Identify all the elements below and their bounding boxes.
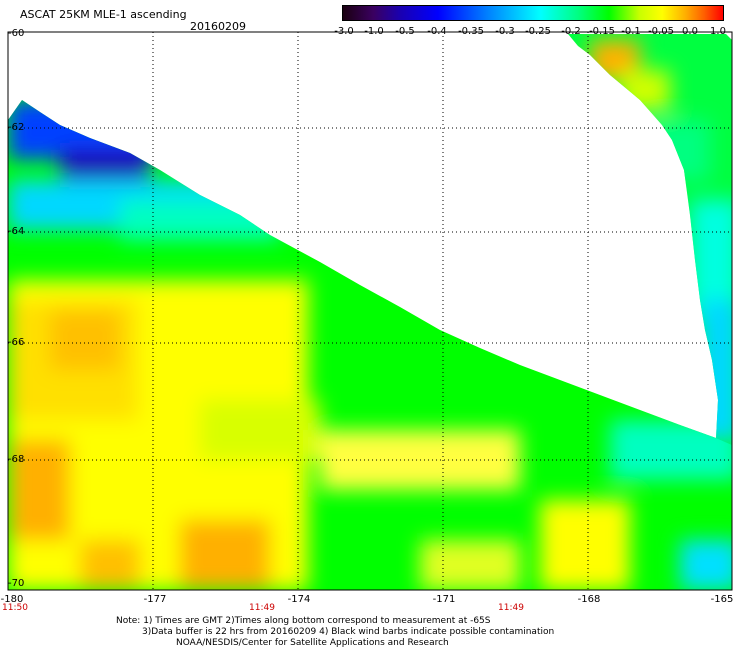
map-frame <box>7 31 733 591</box>
note-line: Note: 1) Times are GMT 2)Times along bot… <box>116 616 491 626</box>
time-label: 11:49 <box>498 603 524 613</box>
lon-label: -165 <box>710 594 734 605</box>
lat-label: -62 <box>8 122 25 133</box>
lat-label: -66 <box>8 337 25 348</box>
colorbar <box>342 5 724 21</box>
lon-label: -174 <box>287 594 311 605</box>
map-date: 20160209 <box>190 20 246 33</box>
map-title: ASCAT 25KM MLE-1 ascending <box>20 8 187 21</box>
lat-label: -70 <box>8 578 25 589</box>
time-label: 11:49 <box>249 603 275 613</box>
time-label: 11:50 <box>2 603 28 613</box>
lon-label: -180 <box>0 594 24 605</box>
lon-label: -177 <box>143 594 167 605</box>
note-line: NOAA/NESDIS/Center for Satellite Applica… <box>176 638 449 648</box>
footnotes: Note: 1) Times are GMT 2)Times along bot… <box>116 616 554 649</box>
lat-label: -60 <box>8 28 25 39</box>
data-swaths <box>8 34 732 590</box>
lat-label: -64 <box>8 226 25 237</box>
graticule <box>8 32 732 590</box>
lon-label: -168 <box>577 594 601 605</box>
lat-label: -68 <box>8 454 25 465</box>
note-line: 3)Data buffer is 22 hrs from 20160209 4)… <box>142 627 555 637</box>
left-swath <box>8 100 732 590</box>
lon-label: -171 <box>432 594 456 605</box>
